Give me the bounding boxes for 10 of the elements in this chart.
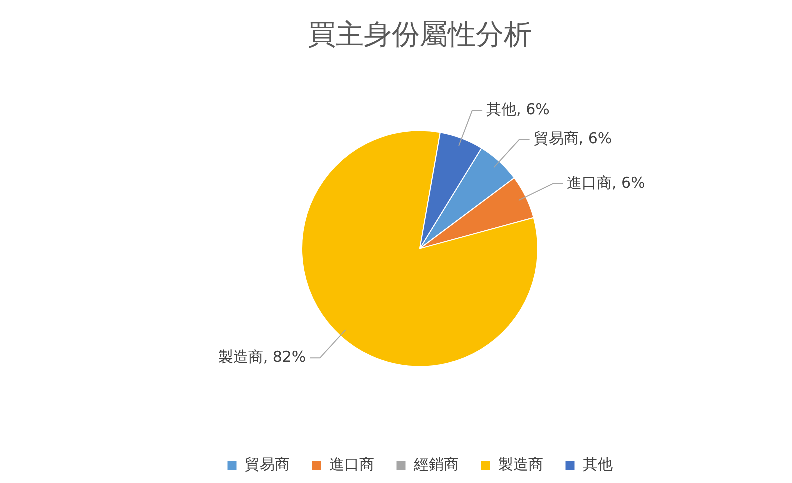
legend-label: 其他 [582,455,613,474]
data-label: 進口商, 6% [567,174,646,192]
data-label: 其他, 6% [486,100,550,118]
data-label: 貿易商, 6% [534,129,612,148]
legend-label: 進口商 [329,455,374,474]
legend-label: 經銷商 [412,455,459,474]
chart-title: 買主身份屬性分析 [308,18,532,52]
legend-label: 貿易商 [244,455,290,474]
data-label: 製造商, 82% [218,348,306,366]
legend-label: 製造商 [498,455,544,474]
